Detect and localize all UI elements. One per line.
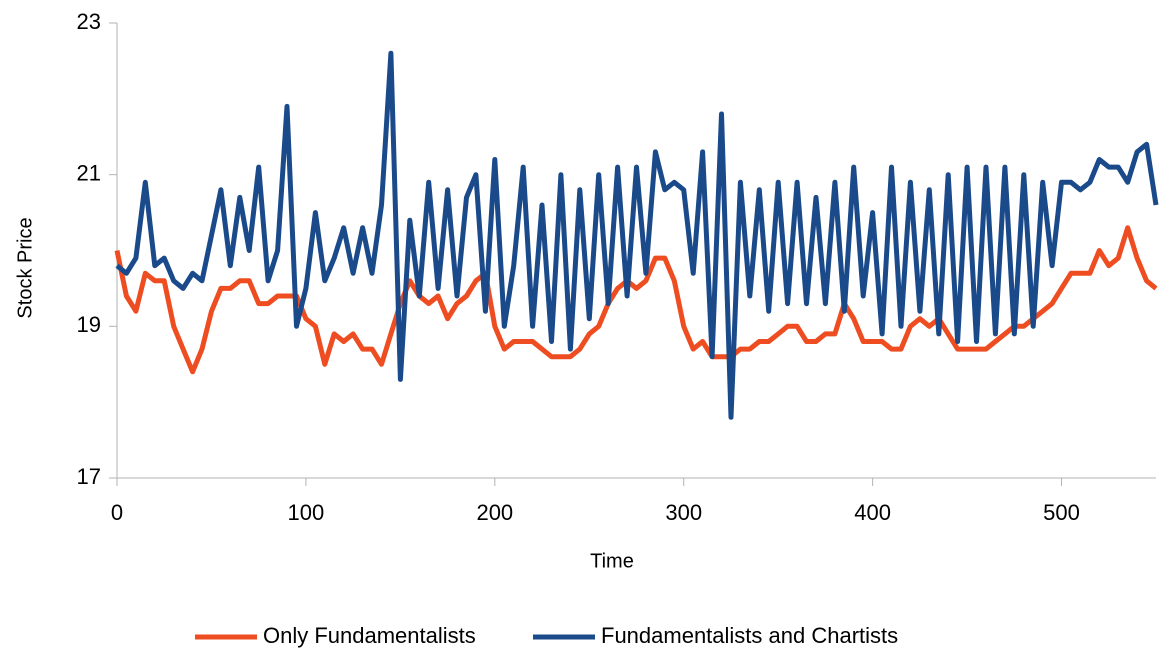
legend-label: Fundamentalists and Chartists bbox=[601, 623, 898, 648]
legend-label: Only Fundamentalists bbox=[263, 623, 476, 648]
series-line bbox=[115, 50, 1159, 420]
x-axis-title: Time bbox=[590, 550, 634, 572]
x-tick-label: 400 bbox=[854, 500, 891, 525]
y-tick-label: 23 bbox=[77, 9, 101, 34]
y-tick-label: 21 bbox=[77, 160, 101, 185]
x-tick-label: 0 bbox=[111, 500, 123, 525]
y-axis-title: Stock Price bbox=[14, 217, 36, 318]
x-tick-label: 300 bbox=[665, 500, 702, 525]
x-tick-label: 200 bbox=[476, 500, 513, 525]
y-tick-label: 17 bbox=[77, 464, 101, 489]
y-tick-label: 19 bbox=[77, 312, 101, 337]
series-line bbox=[114, 225, 1158, 375]
x-tick-label: 500 bbox=[1043, 500, 1080, 525]
x-tick-label: 100 bbox=[288, 500, 325, 525]
